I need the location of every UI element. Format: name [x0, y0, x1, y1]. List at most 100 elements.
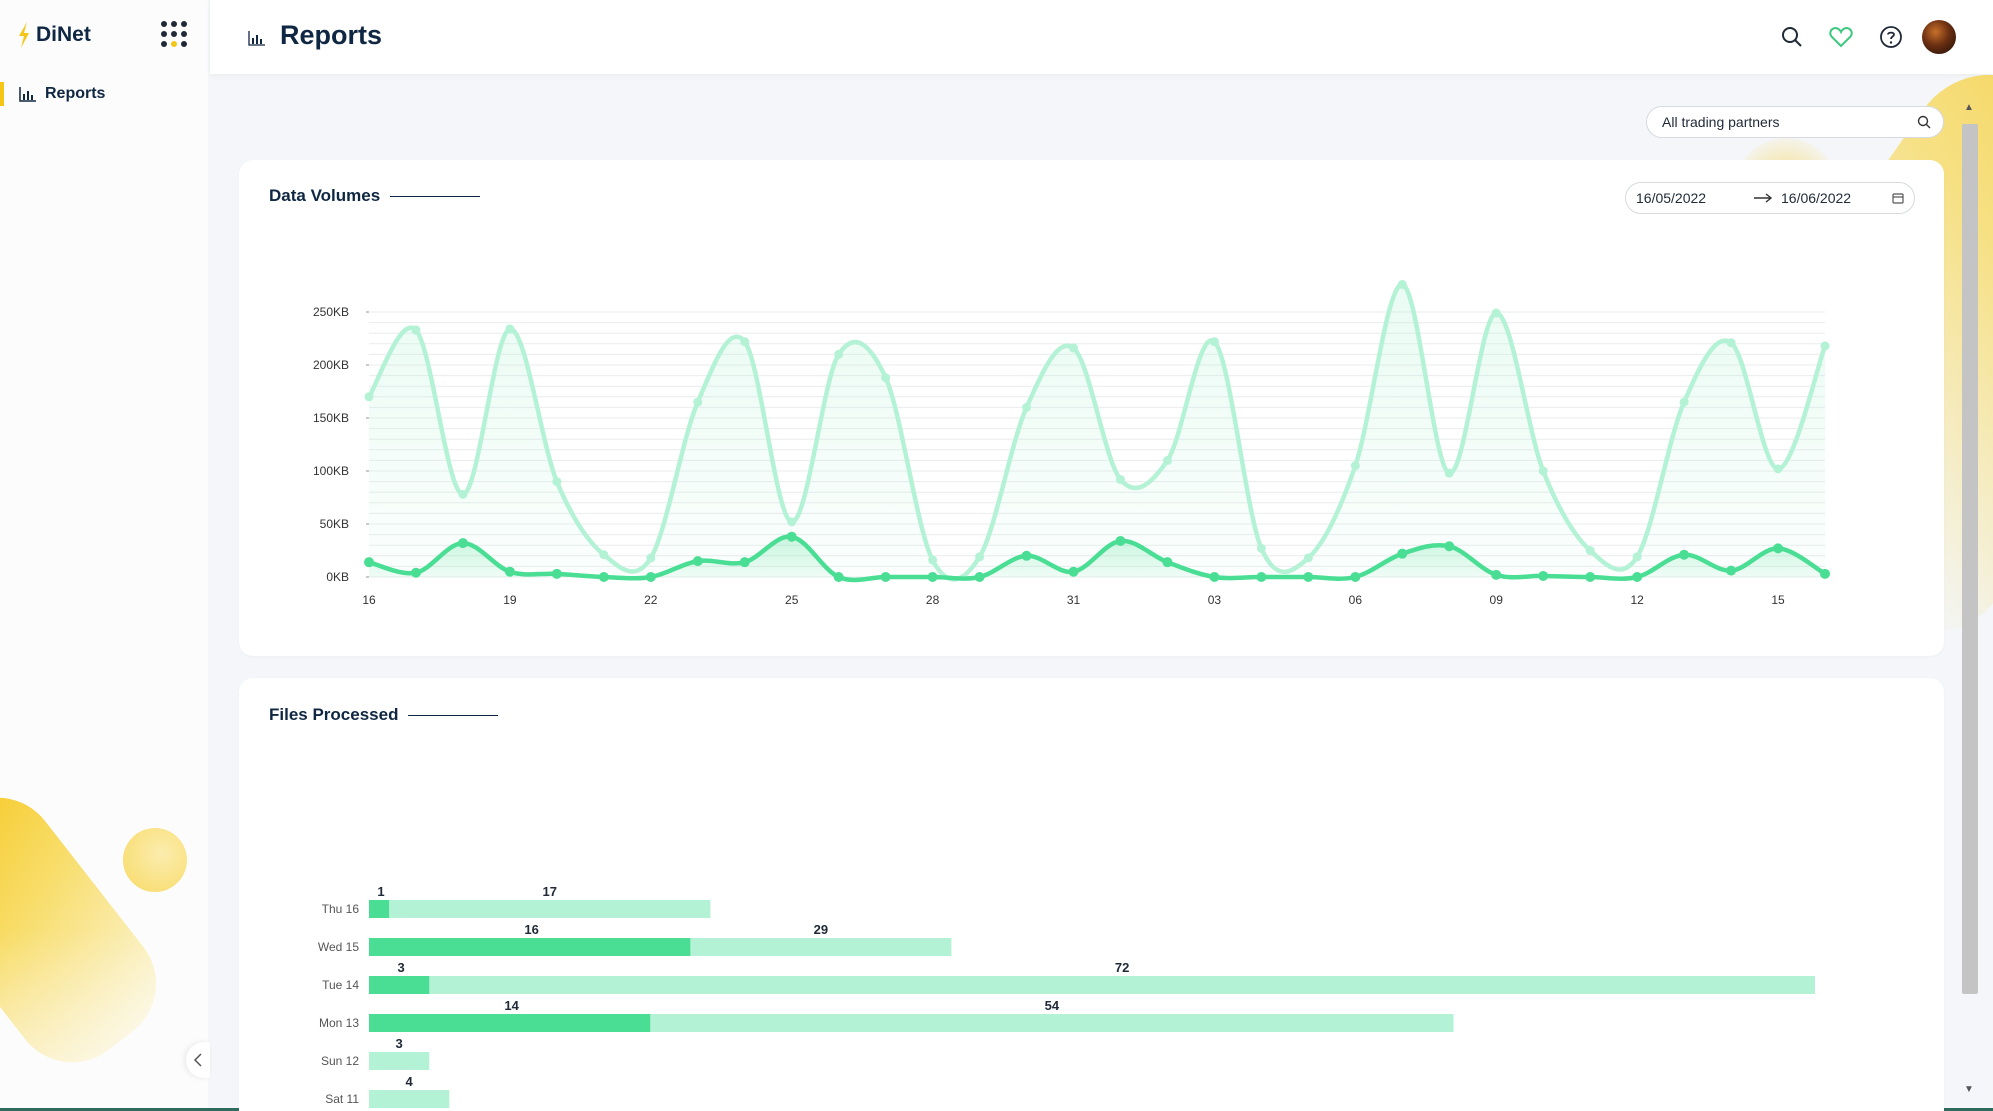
- series-1-point: [1022, 402, 1032, 412]
- series-2-point: [504, 566, 515, 577]
- x-tick-label: 31: [1067, 593, 1081, 607]
- series-2-point: [974, 572, 985, 582]
- date-to[interactable]: 16/06/2022: [1781, 190, 1852, 206]
- series-1-point: [1303, 553, 1313, 563]
- collapse-sidebar-button[interactable]: [186, 1042, 210, 1078]
- decorative-circle: [123, 828, 187, 892]
- heart-icon: [1829, 26, 1853, 48]
- series-2-point: [1209, 572, 1220, 582]
- series-2-point: [551, 568, 562, 579]
- series-1-point: [787, 517, 797, 527]
- series-2-point: [645, 572, 656, 582]
- y-tick-label: 200KB: [313, 358, 349, 372]
- series-2-value-label: 3: [396, 1036, 403, 1051]
- app-name: DiNet: [36, 23, 91, 46]
- series-1-point: [646, 553, 656, 563]
- y-tick-label: 150KB: [313, 411, 349, 425]
- series-1-point: [1773, 464, 1783, 474]
- y-category-label: Mon 13: [319, 1016, 359, 1030]
- help-button[interactable]: [1877, 23, 1905, 51]
- x-tick-label: 09: [1490, 593, 1504, 607]
- data-volumes-title: Data Volumes: [269, 186, 481, 206]
- series-2-point: [739, 557, 750, 568]
- scroll-down-icon[interactable]: ▼: [1964, 1084, 1974, 1095]
- scroll-thumb[interactable]: [1962, 124, 1978, 994]
- series-2-point: [1397, 548, 1408, 559]
- series-2-point: [692, 556, 703, 567]
- series-2-point: [1773, 543, 1784, 554]
- sidebar-item-reports[interactable]: Reports: [0, 82, 208, 106]
- trading-partner-value: All trading partners: [1662, 114, 1780, 130]
- series-2-point: [364, 557, 374, 568]
- x-tick-label: 03: [1208, 593, 1222, 607]
- series-2-point: [1820, 568, 1830, 579]
- card-title-text: Data Volumes: [269, 186, 381, 205]
- series-1-point: [505, 324, 515, 334]
- x-tick-label: 15: [1771, 593, 1785, 607]
- y-category-label: Thu 16: [322, 902, 360, 916]
- series-1-point: [1538, 466, 1548, 476]
- favorites-button[interactable]: [1827, 23, 1855, 51]
- series-2-point: [1021, 550, 1032, 561]
- series-1-point: [834, 349, 844, 359]
- app-logo[interactable]: DiNet: [18, 22, 91, 48]
- bolt-logo-icon: [19, 22, 29, 48]
- series-1-point: [928, 555, 938, 565]
- series-2-value-label: 54: [1045, 998, 1060, 1013]
- sidebar: DiNet Reports: [0, 0, 208, 1111]
- series-1-point: [1585, 546, 1595, 555]
- series-2-point: [786, 531, 797, 542]
- y-tick-label: 250KB: [313, 305, 349, 319]
- search-button[interactable]: [1778, 23, 1806, 51]
- series-1-bar: [369, 938, 691, 956]
- series-2-point: [1538, 570, 1549, 581]
- page-scrollbar[interactable]: ▲ ▼: [1962, 94, 1978, 1095]
- series-2-point: [1115, 535, 1126, 546]
- series-2-bar: [369, 1052, 430, 1070]
- app-launcher-icon[interactable]: [161, 21, 187, 47]
- series-2-point: [1303, 572, 1314, 582]
- x-tick-label: 25: [785, 593, 799, 607]
- y-tick-label: 100KB: [313, 464, 349, 478]
- scroll-up-icon[interactable]: ▲: [1964, 102, 1974, 113]
- files-processed-chart: Thu 16 1 17 Wed 15 16 29 Tue 14 3 72 Mon 13 14 54 Su…: [318, 884, 1815, 1108]
- title-rule: [390, 195, 481, 197]
- series-1-point: [364, 392, 374, 402]
- series-1-point: [881, 373, 891, 383]
- series-2-point: [1491, 569, 1502, 580]
- series-1-point: [975, 552, 985, 562]
- data-volumes-chart: 0KB 50KB 100KB 150KB 200KB 250KB 16 19 22 25 28 31 0…: [313, 279, 1830, 607]
- series-2-point: [457, 538, 468, 549]
- series-1-area: [369, 284, 1825, 580]
- x-tick-label: 12: [1630, 593, 1644, 607]
- series-1-point: [740, 337, 750, 347]
- series-2-point: [1068, 566, 1079, 577]
- series-2-point: [1679, 549, 1690, 560]
- y-tick-label: 50KB: [320, 517, 349, 531]
- search-icon: [1917, 115, 1931, 129]
- series-1-bar: [369, 976, 430, 994]
- series-1-point: [1115, 474, 1125, 484]
- bar-chart-icon: [248, 31, 265, 46]
- avatar[interactable]: [1922, 20, 1956, 54]
- active-indicator: [0, 82, 4, 106]
- y-tick-label: 0KB: [326, 570, 349, 584]
- date-from[interactable]: 16/05/2022: [1636, 190, 1707, 206]
- x-tick-label: 16: [362, 593, 376, 607]
- series-2-point: [880, 572, 891, 582]
- series-2-point: [1585, 572, 1596, 582]
- series-1-point: [458, 489, 468, 499]
- y-category-label: Wed 15: [318, 940, 359, 954]
- x-tick-label: 22: [644, 593, 658, 607]
- files-processed-title: Files Processed: [269, 705, 499, 725]
- trading-partner-select[interactable]: All trading partners: [1646, 106, 1944, 138]
- series-1-point: [1069, 343, 1079, 353]
- series-2-bar: [369, 976, 1815, 994]
- series-2-point: [1444, 541, 1455, 552]
- date-range-picker[interactable]: 16/05/2022 16/06/2022: [1625, 182, 1915, 214]
- series-1-value-label: 1: [377, 884, 384, 899]
- series-2-point: [1350, 572, 1361, 582]
- x-tick-label: 06: [1349, 593, 1363, 607]
- series-1-point: [1256, 543, 1266, 553]
- series-2-point: [833, 572, 844, 582]
